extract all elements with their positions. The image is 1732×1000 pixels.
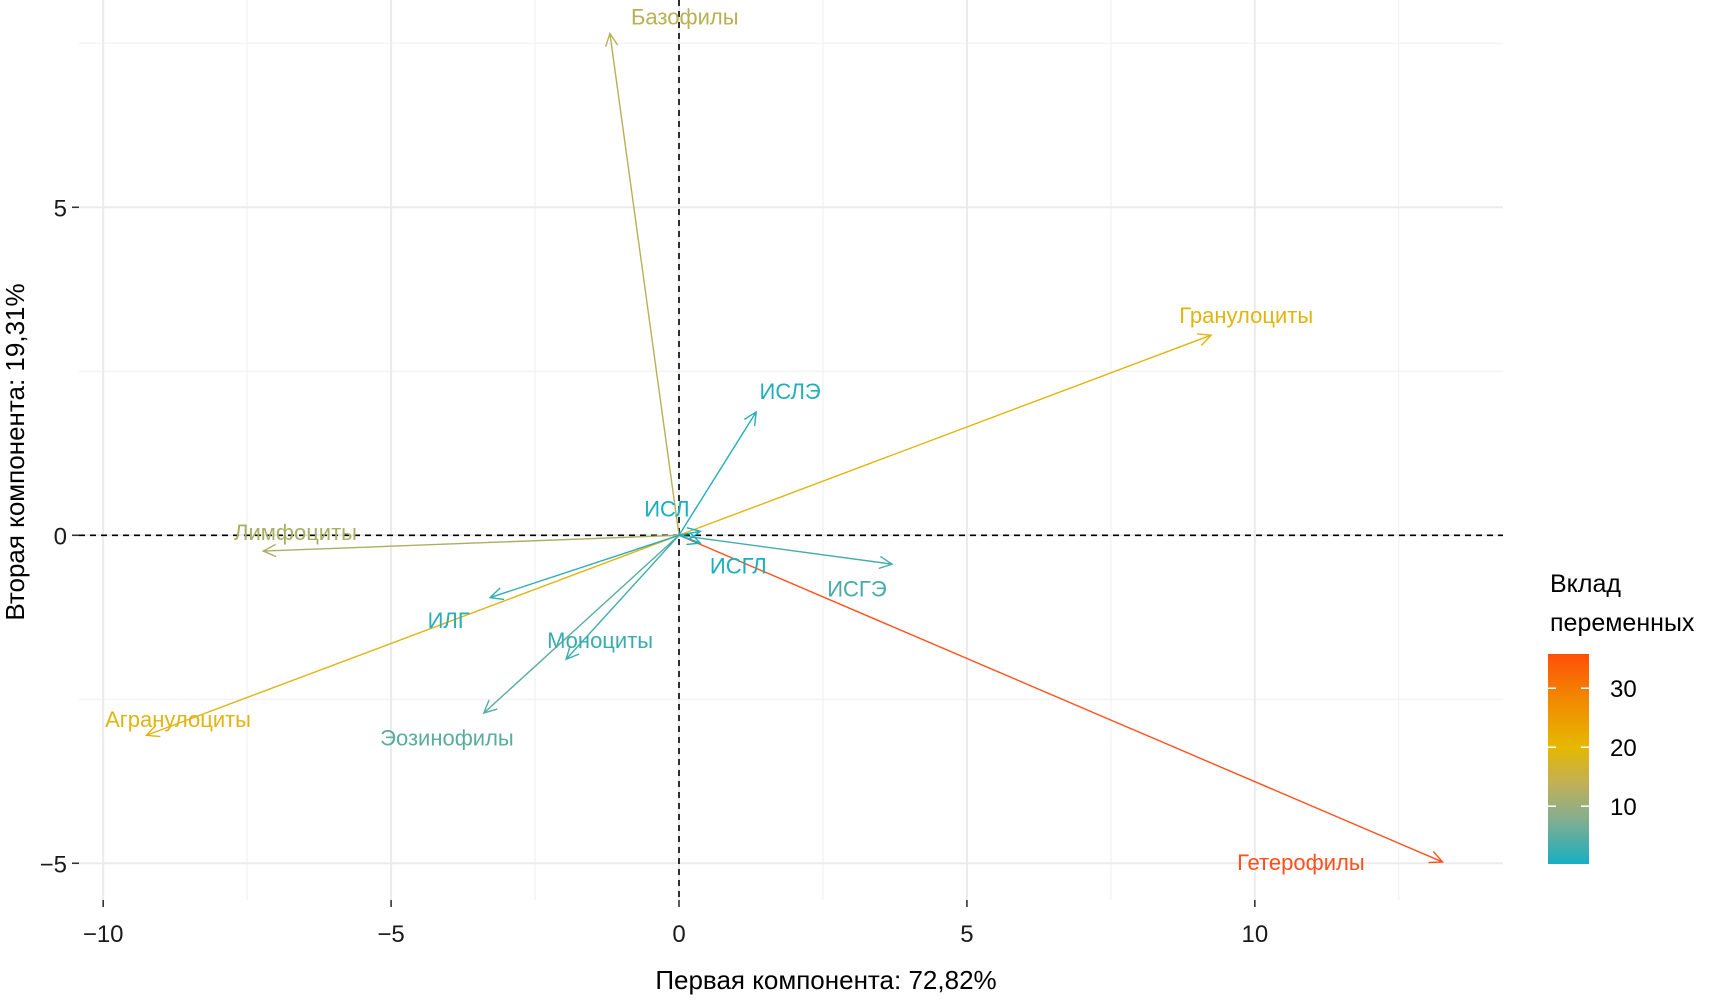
arrow-shaft xyxy=(678,534,893,565)
variable-label: ИСГЛ xyxy=(710,553,767,578)
variable-arrow xyxy=(678,526,702,541)
arrow-shaft xyxy=(146,534,680,737)
variable-label: ИСГЭ xyxy=(827,576,887,601)
variable-arrow xyxy=(678,333,1213,536)
arrow-shaft xyxy=(489,534,680,599)
variable-label: Агранулоциты xyxy=(105,707,251,732)
variable-arrow xyxy=(261,534,680,558)
variable-arrows xyxy=(144,31,1445,864)
arrow-head xyxy=(261,543,277,558)
legend-title-line-2: переменных xyxy=(1550,609,1695,637)
variable-arrow xyxy=(604,31,680,536)
variable-label: Гранулоциты xyxy=(1179,303,1313,328)
arrow-head xyxy=(1428,850,1445,864)
reference-lines xyxy=(79,0,1503,900)
variable-arrow xyxy=(678,534,1445,864)
variable-arrow xyxy=(144,534,680,738)
arrow-head xyxy=(686,532,702,546)
arrow-shaft xyxy=(263,534,680,552)
arrow-shaft xyxy=(609,33,680,536)
variable-label: Эозинофилы xyxy=(380,725,514,750)
major-gridlines xyxy=(79,0,1503,900)
arrow-head xyxy=(1197,333,1213,346)
x-tick-label: −5 xyxy=(377,921,404,948)
legend-title-line-1: Вклад xyxy=(1550,570,1621,598)
x-tick-label: −10 xyxy=(83,921,124,948)
arrow-shaft xyxy=(678,534,701,544)
y-axis: −5 0 5 xyxy=(40,195,79,878)
arrow-shaft xyxy=(565,534,680,660)
arrow-shaft xyxy=(678,334,1212,536)
arrow-head xyxy=(565,645,580,661)
arrow-shaft xyxy=(678,411,757,536)
x-tick-label: 10 xyxy=(1241,921,1268,948)
minor-gridlines xyxy=(79,0,1503,900)
variable-arrow xyxy=(482,534,680,715)
variable-label: ИЛГ xyxy=(428,608,470,633)
x-axis: −10 −5 0 5 10 xyxy=(83,900,1268,948)
plot-panel xyxy=(79,0,1503,900)
legend-ticks: 10 20 30 xyxy=(1548,676,1637,821)
variable-arrow xyxy=(678,534,894,570)
contribution-colorbar-legend: Вклад переменных 10 20 30 xyxy=(1548,570,1695,864)
variable-arrow xyxy=(678,532,702,546)
arrow-head xyxy=(743,410,758,426)
y-tick-label: −5 xyxy=(40,851,67,878)
arrow-head xyxy=(488,587,505,601)
arrow-head xyxy=(144,724,161,738)
variable-label: Базофилы xyxy=(631,4,739,29)
x-tick-label: 0 xyxy=(672,921,685,948)
arrow-head xyxy=(604,31,619,47)
variable-arrow xyxy=(678,410,758,536)
arrow-shaft xyxy=(678,534,1443,863)
legend-tick-label: 10 xyxy=(1610,794,1637,821)
variable-labels: Гетерофилы Гранулоциты Агранулоциты Базофил… xyxy=(105,4,1365,875)
variable-arrow xyxy=(488,534,680,601)
legend-tick-label: 30 xyxy=(1610,676,1637,703)
legend-colorbar xyxy=(1548,654,1589,864)
variable-label: ИСЛ xyxy=(644,496,689,521)
variable-label: Гетерофилы xyxy=(1237,850,1365,875)
arrow-head xyxy=(686,526,702,541)
x-tick-label: 5 xyxy=(960,921,973,948)
x-axis-title: Первая компонента: 72,82% xyxy=(655,965,996,995)
arrow-head xyxy=(482,699,498,715)
variable-label: ИСЛЭ xyxy=(760,379,821,404)
arrow-head xyxy=(878,555,894,570)
arrow-shaft xyxy=(483,534,680,714)
variable-arrow xyxy=(565,534,680,661)
y-tick-label: 5 xyxy=(54,195,67,222)
variable-label: Лимфоциты xyxy=(234,520,357,545)
legend-tick-label: 20 xyxy=(1610,735,1637,762)
variable-label: Моноциты xyxy=(547,628,653,653)
y-axis-title: Вторая компонента: 19,31% xyxy=(0,283,30,620)
arrow-shaft xyxy=(678,530,701,536)
y-tick-label: 0 xyxy=(54,523,67,550)
